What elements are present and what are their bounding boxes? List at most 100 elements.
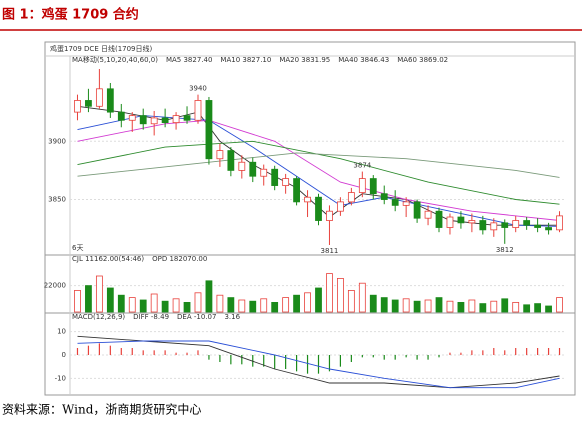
legend-entry: MA40 3846.43: [338, 56, 389, 64]
legend-entry: MA移动(5,10,20,40,60,0): [72, 55, 158, 64]
candle-body: [424, 210, 432, 219]
candle-body: [435, 210, 443, 228]
indicator-line: [77, 119, 560, 221]
candle-body: [446, 216, 454, 228]
volume-bar: [534, 303, 542, 313]
volume-bar: [391, 299, 399, 313]
candle-body: [534, 224, 542, 228]
candle-body: [293, 178, 300, 203]
candle-body: [117, 111, 125, 121]
candle-body: [468, 220, 476, 224]
candle-body: [260, 168, 268, 177]
candle-body: [457, 216, 465, 224]
volume-bar: [380, 297, 388, 313]
volume-bar: [457, 301, 465, 313]
candle-body: [85, 100, 92, 107]
indicator-line: [77, 335, 560, 389]
volume-bar: [326, 273, 333, 313]
volume-bar: [413, 300, 421, 313]
figure-title: 图 1：鸡蛋 1709 合约: [2, 7, 139, 23]
legend-entry: OPD 182070.00: [152, 255, 207, 263]
candle-body: [139, 115, 147, 125]
candle-body: [326, 210, 333, 221]
volume-bar: [271, 301, 279, 313]
volume-bar: [194, 292, 202, 313]
candle-body: [95, 88, 103, 107]
volume-bar: [227, 297, 235, 313]
candle-body: [512, 220, 520, 228]
candle-body: [501, 222, 509, 228]
volume-bar: [106, 287, 114, 313]
volume-bar: [512, 301, 520, 313]
candle-body: [315, 196, 322, 221]
candle-body: [391, 199, 399, 206]
candle-body: [150, 117, 158, 125]
candle-body: [523, 220, 531, 226]
candle-body: [216, 150, 224, 160]
legend-entry: 3.16: [224, 313, 240, 321]
candle-body: [347, 192, 355, 203]
candle-body: [479, 220, 487, 231]
y-tick-label: 3900: [48, 137, 66, 145]
candle-body: [556, 215, 563, 231]
volume-bar: [402, 298, 410, 313]
y-tick-label: -10: [55, 374, 66, 382]
period-label: 6天: [72, 244, 83, 252]
candle-body: [304, 196, 311, 203]
volume-bar: [128, 297, 136, 313]
candle-body: [337, 201, 344, 212]
volume-bar: [501, 298, 509, 313]
legend-entry: MA5 3827.40: [166, 56, 212, 64]
candle-body: [161, 117, 169, 124]
indicator-line: [77, 152, 560, 178]
candle-body: [369, 178, 377, 195]
legend-entry: MACD(12,26,9): [72, 313, 125, 321]
y-tick-label: 22000: [44, 282, 66, 290]
volume-bar: [150, 293, 158, 313]
legend-entry: DIFF -8.49: [133, 313, 169, 321]
volume-bar: [216, 294, 224, 313]
extreme-label: 3940: [189, 85, 207, 93]
source-note: 资料来源：Wind，浙商期货研究中心: [2, 402, 201, 417]
candle-body: [74, 100, 81, 113]
volume-bar: [293, 294, 300, 313]
indicator-line: [77, 340, 560, 389]
volume-bar: [347, 289, 355, 313]
volume-bar: [337, 277, 344, 313]
extreme-label: 3812: [496, 246, 514, 254]
candle-body: [238, 161, 246, 171]
candle-body: [545, 227, 552, 231]
volume-bar: [545, 305, 552, 313]
candle-body: [380, 193, 388, 200]
volume-bar: [74, 289, 81, 313]
legend-entry: MA20 3831.95: [279, 56, 330, 64]
volume-bar: [304, 292, 311, 313]
candle-body: [271, 168, 279, 186]
volume-bar: [183, 301, 191, 313]
candle-body: [183, 115, 191, 121]
indicator-line: [77, 140, 560, 205]
volume-bar: [556, 297, 563, 313]
volume-bar: [249, 300, 257, 313]
volume-bar: [435, 297, 443, 313]
y-tick-label: 0: [62, 351, 66, 359]
volume-bar: [315, 287, 322, 313]
candle-body: [358, 178, 366, 193]
volume-bar: [238, 299, 246, 313]
candle-body: [282, 178, 290, 186]
volume-bar: [490, 300, 498, 313]
volume-bar: [85, 285, 92, 313]
candle-body: [227, 150, 235, 171]
volume-bar: [161, 300, 169, 313]
volume-bar: [479, 303, 487, 313]
legend-entry: DEA -10.07: [177, 313, 216, 321]
volume-bar: [117, 294, 125, 313]
extreme-label: 3811: [321, 247, 339, 255]
volume-bar: [424, 299, 432, 313]
y-tick-label: 10: [57, 328, 66, 336]
candle-body: [205, 100, 213, 160]
volume-bar: [358, 282, 366, 313]
chart-frame: [44, 41, 576, 396]
candle-body: [172, 115, 180, 124]
